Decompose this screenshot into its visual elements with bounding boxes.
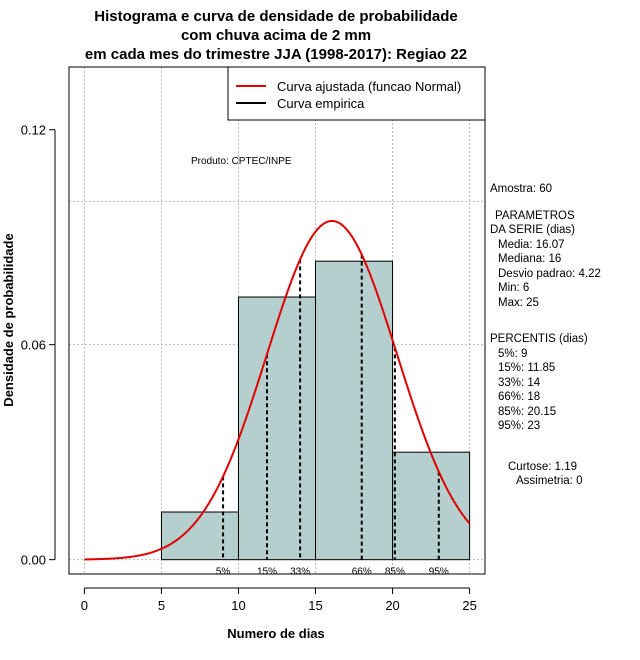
percentiles-title: PERCENTIS (dias) [490,333,588,345]
legend-label-fit: Curva ajustada (funcao Normal) [277,79,461,94]
histogram-bars [160,260,471,561]
x-tick-label: 15 [308,598,322,613]
pct-95: 95%: 23 [498,420,541,432]
histogram-bar [160,511,239,561]
stat-max: Max: 25 [498,296,539,309]
pct-5: 5%: 9 [498,347,528,360]
x-tick-label: 0 [81,598,88,613]
product-annotation: Produto: CPTEC/INPE [191,156,292,167]
x-axis: 0 5 10 15 20 25 [81,587,477,613]
percentile-label: 33% [290,567,310,578]
legend-box [227,66,486,121]
sample-size: Amostra: 60 [490,183,552,195]
histogram-bar [392,451,471,561]
x-axis-label: Numero de dias [227,626,325,641]
kurtosis: Curtose: 1.19 [508,460,578,473]
y-tick-label: 0.00 [21,553,46,568]
stat-mean: Media: 16.07 [498,238,565,251]
stat-sd: Desvio padrao: 4.22 [498,267,601,280]
skewness: Assimetria: 0 [516,475,583,487]
y-tick-label: 0.06 [21,338,46,353]
pct-33: 33%: 14 [498,376,541,389]
y-axis: 0.00 0.06 0.12 [21,123,56,568]
legend: Curva ajustada (funcao Normal) Curva emp… [227,66,486,121]
y-axis-label: Densidade de probabilidade [1,233,16,406]
chart-title-line-3: em cada mes do trimestre JJA (1998-2017)… [85,46,467,63]
stat-min: Min: 6 [498,282,530,294]
x-tick-label: 20 [385,598,399,613]
x-tick-label: 5 [158,598,165,613]
legend-label-empirical: Curva empirica [277,96,365,111]
x-tick-label: 25 [462,598,476,613]
y-tick-label: 0.12 [21,123,46,138]
percentile-label: 15% [257,567,277,578]
params-title: PARAMETROS [495,209,575,222]
percentile-markers: 5% 15% 33% 66% 85% 95% [216,254,449,578]
percentile-label: 5% [216,567,231,578]
x-tick-label: 10 [231,598,245,613]
histogram-bar [315,260,394,561]
pct-66: 66%: 18 [498,391,541,403]
normal-fit-curve [84,219,471,561]
pct-85: 85%: 20.15 [498,405,557,418]
chart-title-line-2: com chuva acima de 2 mm [181,27,371,44]
statistics-panel: Amostra: 60 PARAMETROS DA SERIE (dias) M… [490,182,640,489]
percentile-label: 85% [385,567,405,578]
stat-median: Mediana: 16 [498,253,562,265]
percentile-label: 66% [352,567,372,578]
histogram-bar [237,296,317,561]
pct-15: 15%: 11.85 [498,362,556,374]
params-subtitle: DA SERIE (dias) [490,224,575,236]
percentile-label: 95% [429,567,449,578]
chart-title-line-1: Histograma e curva de densidade de proba… [94,8,457,25]
